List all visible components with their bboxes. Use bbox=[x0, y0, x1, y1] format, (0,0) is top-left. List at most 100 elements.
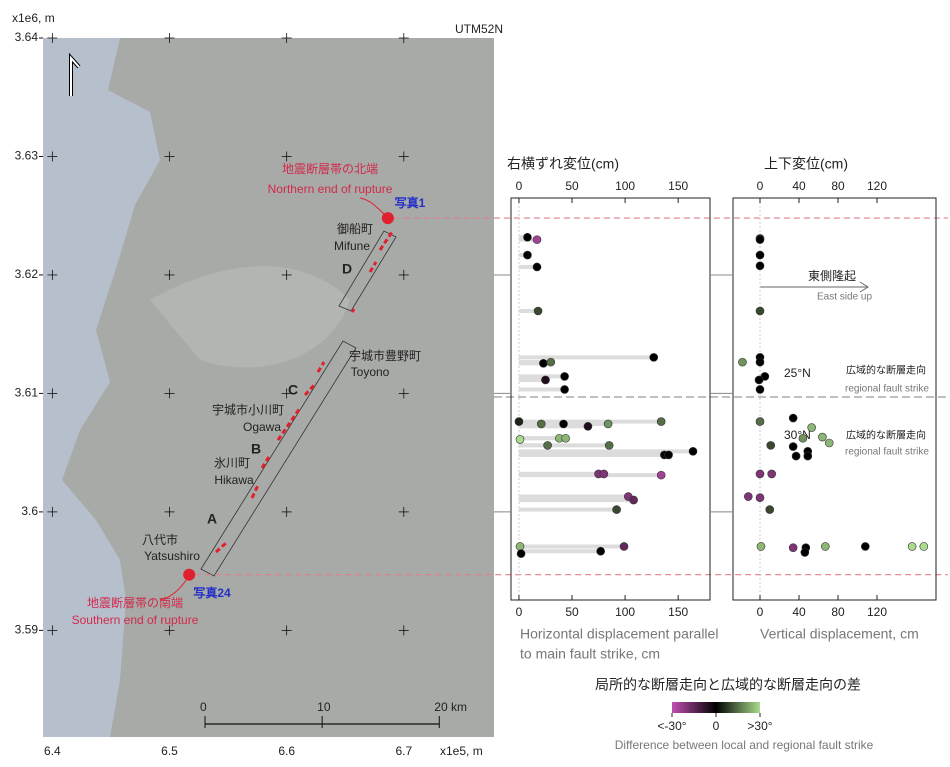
map-label: 宇城市豊野町 bbox=[349, 349, 421, 363]
chart-title: 上下変位(cm) bbox=[764, 156, 848, 172]
displacement-point bbox=[755, 385, 765, 394]
displacement-point bbox=[539, 359, 548, 368]
colorbar-title: 局所的な断層走向と広域的な断層走向の差 bbox=[595, 677, 861, 693]
x-tick-label: 120 bbox=[867, 179, 887, 193]
displacement-point bbox=[532, 235, 542, 244]
x-tick-label: 150 bbox=[668, 179, 688, 193]
displacement-point bbox=[533, 306, 543, 316]
x-tick-label: 6.5 bbox=[161, 744, 178, 758]
map-label: Southern end of rupture bbox=[72, 613, 199, 627]
annotation: 広域的な断層走向 bbox=[846, 364, 926, 377]
displacement-point bbox=[807, 423, 816, 432]
displacement-point bbox=[603, 419, 613, 429]
displacement-point bbox=[559, 419, 568, 429]
segment-label: B bbox=[251, 441, 261, 457]
map-label: Hikawa bbox=[214, 473, 254, 487]
annotation: regional fault strike bbox=[845, 447, 929, 458]
x-tick-label: 100 bbox=[615, 179, 635, 193]
displacement-point bbox=[664, 450, 673, 460]
x-tick-label: 120 bbox=[867, 605, 887, 619]
plot-frame bbox=[510, 197, 711, 601]
displacement-point bbox=[516, 549, 526, 558]
map: 地震断層帯の北端 Northern end of rupture 写真1 御船町… bbox=[12, 11, 503, 758]
displacement-point bbox=[560, 372, 569, 381]
y-axis-label: x1e6, m bbox=[12, 11, 55, 25]
x-tick-label: 0 bbox=[757, 179, 764, 193]
plot-frame bbox=[732, 197, 937, 601]
map-label: 御船町 bbox=[337, 221, 373, 236]
displacement-point bbox=[604, 441, 614, 450]
y-tick-label: 3.6 bbox=[21, 504, 38, 518]
x-axis-label: Horizontal displacement parallel bbox=[520, 626, 718, 642]
colorbar-label: >30° bbox=[747, 719, 772, 733]
displacement-point bbox=[788, 413, 798, 423]
displacement-point bbox=[754, 375, 764, 385]
displacement-point bbox=[756, 542, 766, 551]
displacement-point bbox=[560, 385, 569, 394]
displacement-point bbox=[766, 441, 776, 450]
map-label: Mifune bbox=[334, 239, 370, 253]
displacement-point bbox=[744, 492, 753, 501]
displacement-point bbox=[791, 451, 801, 461]
x-tick-label: 80 bbox=[831, 179, 845, 193]
chart-title: 右横ずれ変位(cm) bbox=[507, 156, 619, 172]
map-label: 地震断層帯の北端 bbox=[282, 162, 378, 176]
scalebar-label: 20 km bbox=[434, 700, 467, 714]
map-label: Northern end of rupture bbox=[268, 182, 393, 196]
x-tick-label: 50 bbox=[565, 179, 579, 193]
rupture-end bbox=[381, 212, 394, 225]
displacement-point bbox=[765, 505, 775, 514]
displacement-point bbox=[788, 543, 798, 552]
x-tick-label: 6.4 bbox=[44, 744, 61, 758]
colorbar-subtitle: Difference between local and regional fa… bbox=[615, 738, 874, 752]
displacement-point bbox=[755, 261, 765, 271]
displacement-point bbox=[688, 447, 698, 456]
displacement-point bbox=[755, 357, 765, 367]
photo-label[interactable]: 写真1 bbox=[395, 195, 426, 210]
displacement-point bbox=[649, 353, 659, 362]
displacement-point bbox=[803, 451, 813, 461]
displacement-point bbox=[788, 442, 798, 451]
annotation: regional fault strike bbox=[845, 384, 929, 395]
displacement-point bbox=[656, 470, 666, 480]
uplift-arrow bbox=[760, 281, 869, 293]
displacement-point bbox=[755, 493, 765, 503]
y-tick-label: 3.62 bbox=[15, 267, 39, 281]
segment-label: A bbox=[207, 511, 217, 527]
photo-label[interactable]: 写真24 bbox=[193, 585, 231, 600]
displacement-point bbox=[818, 432, 827, 442]
map-label: 八代市 bbox=[142, 533, 178, 547]
x-tick-label: 80 bbox=[831, 605, 845, 619]
rupture-box bbox=[200, 340, 357, 577]
y-tick-label: 3.59 bbox=[15, 623, 39, 637]
displacement-point bbox=[523, 232, 532, 242]
rupture-end bbox=[183, 568, 196, 581]
map-label: Toyono bbox=[351, 365, 390, 379]
displacement-point bbox=[599, 469, 609, 479]
map-label: Ogawa bbox=[243, 420, 281, 434]
displacement-point bbox=[629, 495, 638, 505]
rupture-box bbox=[338, 230, 397, 312]
scalebar-label: 10 bbox=[317, 700, 331, 714]
x-tick-label: 150 bbox=[668, 605, 688, 619]
x-tick-label: 100 bbox=[615, 605, 635, 619]
x-tick-label: 40 bbox=[792, 605, 806, 619]
colorbar bbox=[672, 702, 760, 713]
displacement-point bbox=[755, 417, 765, 426]
colorbar-label: 0 bbox=[713, 719, 720, 733]
displacement-point bbox=[612, 505, 621, 514]
y-tick-label: 3.64 bbox=[15, 30, 39, 44]
annotation: East side up bbox=[817, 292, 872, 303]
map-label: 氷川町 bbox=[214, 456, 250, 470]
displacement-point bbox=[546, 357, 556, 367]
map-title: UTM52N bbox=[455, 22, 503, 36]
displacement-point bbox=[619, 542, 629, 551]
displacement-point bbox=[755, 235, 765, 244]
x-axis-label: x1e5, m bbox=[440, 744, 483, 758]
map-label: 地震断層帯の南端 bbox=[87, 595, 183, 610]
displacement-point bbox=[656, 417, 666, 426]
y-tick-label: 3.61 bbox=[15, 386, 39, 400]
displacement-point bbox=[861, 542, 870, 551]
north-arrow bbox=[70, 55, 80, 96]
